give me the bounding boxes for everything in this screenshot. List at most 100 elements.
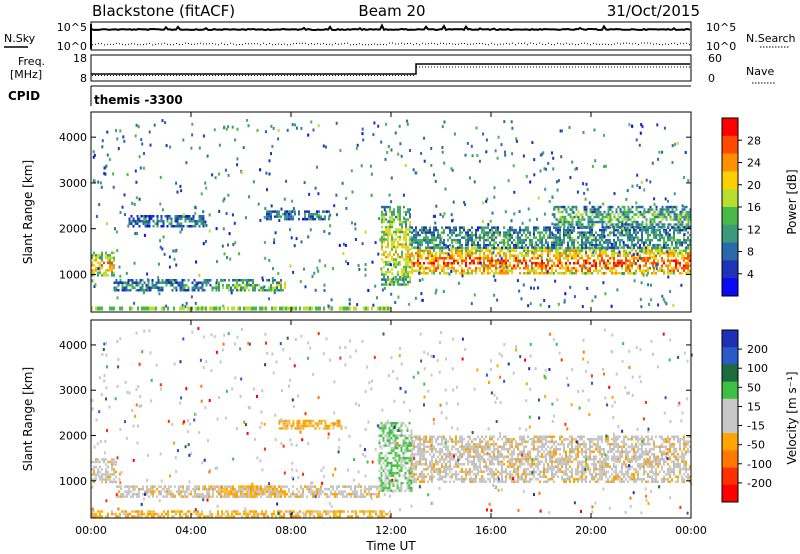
velocity-cell <box>408 486 411 490</box>
power-cell <box>546 270 549 274</box>
power-cell <box>576 223 578 227</box>
power-cell <box>509 231 511 234</box>
power-cell <box>193 289 196 292</box>
power-cell <box>689 272 691 275</box>
power-cell <box>411 226 413 229</box>
velocity-cell <box>268 492 270 496</box>
power-cell <box>163 252 166 256</box>
power-cell <box>391 215 393 219</box>
velocity-cell <box>411 475 413 478</box>
velocity-cell <box>413 475 415 478</box>
velocity-cell <box>160 492 162 496</box>
velocity-cell <box>400 489 403 492</box>
power-cell <box>591 213 594 216</box>
velocity-cell <box>312 485 314 488</box>
velocity-cell <box>316 487 318 491</box>
power-cell <box>655 208 658 211</box>
power-cell <box>159 202 162 206</box>
power-cell <box>585 238 587 242</box>
velocity-cell <box>278 492 280 496</box>
power-cell <box>554 279 557 283</box>
velocity-cell <box>427 465 429 468</box>
velocity-cell <box>406 481 409 485</box>
velocity-cell <box>240 485 242 488</box>
power-cell <box>233 306 235 311</box>
velocity-cell <box>342 485 344 488</box>
velocity-cell <box>398 459 401 462</box>
power-cell <box>471 262 473 265</box>
power-cell <box>279 306 281 311</box>
power-cell <box>405 230 407 234</box>
power-cell <box>444 187 447 191</box>
power-cell <box>595 236 597 239</box>
power-cell <box>135 289 138 292</box>
velocity-cell <box>382 439 385 442</box>
power-cell <box>663 259 665 262</box>
power-cell <box>626 245 629 248</box>
power-cell <box>525 259 527 262</box>
power-cell <box>329 306 331 311</box>
velocity-cell <box>408 489 411 492</box>
power-cell <box>409 265 411 269</box>
power-cell <box>389 250 391 254</box>
power-cell <box>687 262 689 265</box>
power-cell <box>486 197 489 201</box>
power-cell <box>163 281 166 284</box>
velocity-cell <box>425 475 427 478</box>
power-cell <box>665 264 667 267</box>
power-cell <box>411 247 413 250</box>
power-cell <box>599 228 601 232</box>
power-cell <box>345 206 348 210</box>
power-cell <box>619 208 622 211</box>
power-cell <box>583 272 585 275</box>
power-cell <box>179 289 182 292</box>
power-cell <box>527 267 529 270</box>
power-cell <box>395 260 397 264</box>
velocity-cell <box>270 492 272 496</box>
power-cell <box>485 138 488 142</box>
power-cell <box>125 286 128 289</box>
velocity-cell <box>93 480 95 484</box>
power-cell <box>650 283 652 287</box>
power-cell <box>157 281 160 284</box>
power-cell <box>641 238 643 242</box>
power-cell <box>162 222 165 225</box>
power-cell <box>549 236 551 239</box>
power-cell <box>503 262 505 265</box>
power-cell <box>475 233 477 237</box>
velocity-cell <box>222 490 224 493</box>
power-cell <box>425 249 427 252</box>
velocity-cell <box>390 489 393 492</box>
power-cell <box>103 261 105 265</box>
power-cell <box>613 241 615 244</box>
power-cell <box>403 233 405 236</box>
power-cell <box>503 259 505 262</box>
velocity-cell <box>431 440 433 443</box>
power-cell <box>565 264 567 267</box>
power-cell <box>521 246 523 249</box>
power-cell <box>638 186 641 190</box>
power-cell <box>535 226 537 229</box>
power-cell <box>123 193 126 197</box>
velocity-cell <box>386 476 389 480</box>
noise-tick-bottom-right: 10^0 <box>706 40 736 53</box>
velocity-cell <box>406 449 409 452</box>
power-cell <box>665 205 668 209</box>
power-cell <box>687 218 690 221</box>
velocity-cell <box>270 485 272 488</box>
power-cell <box>360 164 363 168</box>
power-cell <box>517 241 519 244</box>
velocity-cell <box>292 419 295 423</box>
power-cell <box>393 283 395 286</box>
velocity-cell <box>388 471 391 475</box>
power-cell <box>407 283 409 286</box>
velocity-cell <box>101 478 103 481</box>
velocity-cell <box>394 424 397 427</box>
power-cell <box>583 233 585 237</box>
power-cell <box>103 271 105 275</box>
power-cell <box>595 246 597 249</box>
power-cell <box>401 225 403 229</box>
power-cell <box>549 228 551 232</box>
power-cell <box>551 272 553 275</box>
power-cell <box>513 246 515 249</box>
